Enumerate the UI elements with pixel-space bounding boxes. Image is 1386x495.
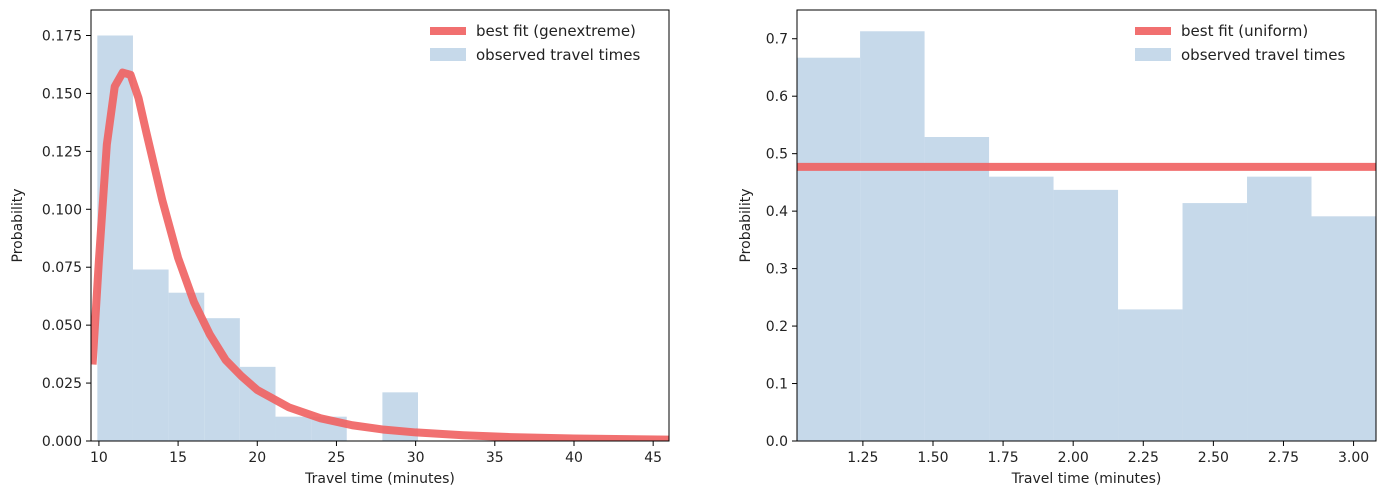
histogram-bar bbox=[275, 416, 312, 441]
histogram-bar bbox=[797, 57, 861, 441]
legend: best fit (uniform) observed travel times bbox=[1135, 22, 1345, 64]
y-tick-label: 0.0 bbox=[766, 434, 788, 450]
histogram-bar bbox=[1247, 176, 1312, 441]
x-tick-label: 1.50 bbox=[917, 450, 948, 466]
x-tick-label: 40 bbox=[565, 450, 583, 466]
x-axis-label: Travel time (minutes) bbox=[304, 471, 455, 487]
x-tick-label: 3.00 bbox=[1338, 450, 1369, 466]
y-tick-label: 0.025 bbox=[42, 376, 82, 392]
x-tick-label: 45 bbox=[644, 450, 662, 466]
chart-genextreme: 10 15 20 25 30 35 40 45 0.000 0.025 0.050 0.075 0.10… bbox=[10, 9, 670, 487]
histogram-bar bbox=[989, 176, 1054, 441]
x-tick-label: 2.75 bbox=[1268, 450, 1299, 466]
y-tick-label: 0.075 bbox=[42, 260, 82, 276]
x-tick-label: 2.25 bbox=[1128, 450, 1159, 466]
x-tick-label: 1.75 bbox=[987, 450, 1018, 466]
histogram-bar bbox=[132, 269, 169, 441]
y-tick-label: 0.150 bbox=[42, 86, 82, 102]
x-tick-label: 2.00 bbox=[1058, 450, 1089, 466]
x-tick-label: 20 bbox=[248, 450, 266, 466]
chart-uniform: 1.25 1.50 1.75 2.00 2.25 2.50 2.75 3.00 0.0 0.1 0.… bbox=[738, 9, 1377, 487]
y-tick-label: 0.000 bbox=[42, 434, 82, 450]
x-tick-label: 30 bbox=[407, 450, 425, 466]
axes-frame bbox=[90, 9, 670, 442]
x-tick-label: 25 bbox=[328, 450, 346, 466]
plot-area bbox=[797, 31, 1376, 441]
y-tick-label: 0.6 bbox=[766, 89, 788, 105]
x-tick-label: 35 bbox=[486, 450, 504, 466]
x-tick-label: 10 bbox=[90, 450, 108, 466]
histogram-bar bbox=[860, 31, 925, 441]
y-tick-label: 0.3 bbox=[766, 262, 788, 278]
y-tick-label: 0.050 bbox=[42, 318, 82, 334]
y-axis-label: Probability bbox=[10, 188, 26, 262]
y-tick-label: 0.175 bbox=[42, 28, 82, 44]
axes-frame bbox=[796, 9, 1377, 442]
histogram-bar bbox=[1311, 216, 1376, 441]
fit-line bbox=[91, 68, 669, 441]
y-tick-label: 0.5 bbox=[766, 147, 788, 163]
x-tick-label: 1.25 bbox=[847, 450, 878, 466]
y-tick-label: 0.125 bbox=[42, 144, 82, 160]
x-tick-label: 15 bbox=[169, 450, 187, 466]
x-axis-label: Travel time (minutes) bbox=[1011, 471, 1162, 487]
histogram-bar bbox=[1053, 189, 1119, 441]
legend: best fit (genextreme) observed travel tim… bbox=[430, 22, 640, 64]
y-axis-label: Probability bbox=[738, 188, 754, 262]
legend-hist-swatch bbox=[430, 48, 466, 61]
legend-hist-label: observed travel times bbox=[1181, 46, 1345, 64]
plot-area bbox=[91, 35, 669, 441]
x-tick-label: 2.50 bbox=[1198, 450, 1229, 466]
y-tick-label: 0.100 bbox=[42, 202, 82, 218]
legend-fit-label: best fit (genextreme) bbox=[476, 22, 636, 40]
y-tick-label: 0.1 bbox=[766, 377, 788, 393]
histogram-bar bbox=[924, 137, 990, 441]
legend-hist-swatch bbox=[1135, 48, 1171, 61]
y-tick-label: 0.7 bbox=[766, 32, 788, 48]
legend-hist-label: observed travel times bbox=[476, 46, 640, 64]
histogram-bar bbox=[1118, 309, 1183, 441]
histogram-bar bbox=[1182, 203, 1248, 441]
y-tick-label: 0.2 bbox=[766, 319, 788, 335]
legend-fit-label: best fit (uniform) bbox=[1181, 22, 1308, 40]
y-tick-label: 0.4 bbox=[766, 204, 788, 220]
